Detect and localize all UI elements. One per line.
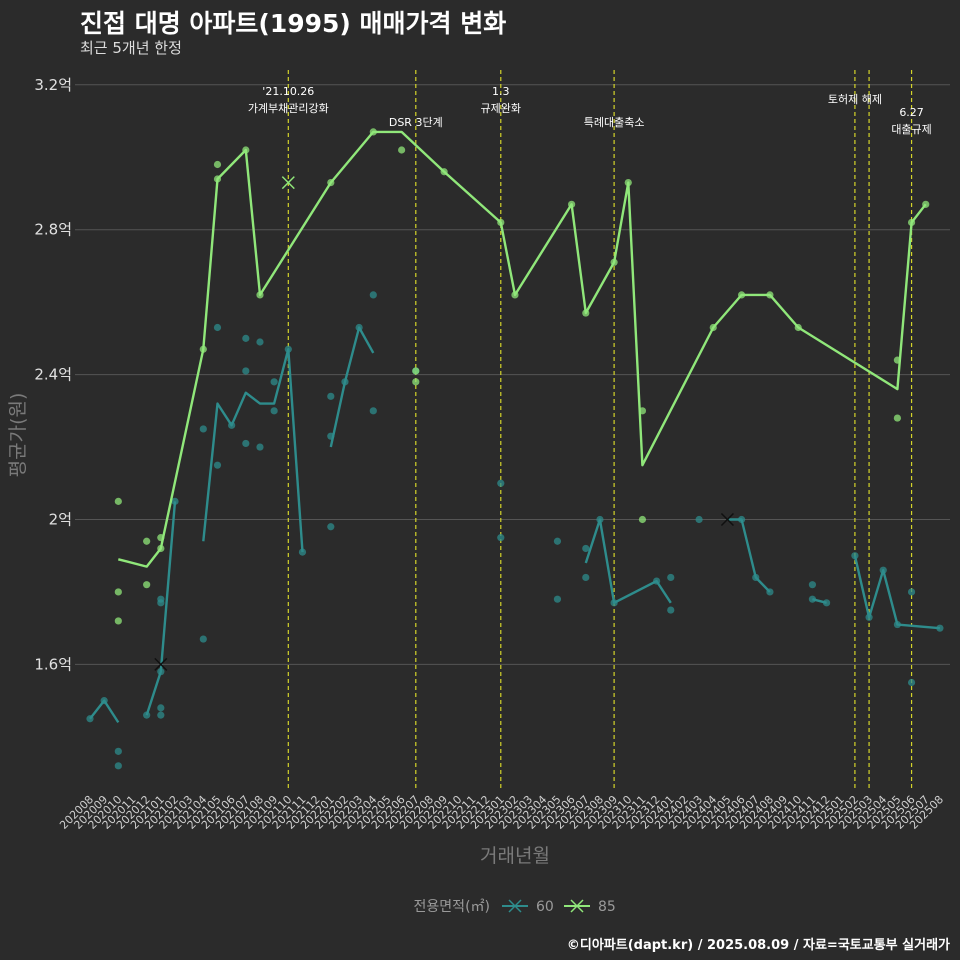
legend-label-60: 60: [536, 899, 554, 915]
y-axis-title: 평균가(원): [7, 393, 29, 478]
event-label: '21.10.26: [262, 85, 314, 98]
data-point-60: [369, 291, 377, 299]
data-point-85: [893, 414, 902, 422]
cross-marker-85: [281, 176, 295, 190]
cross-stroke: [154, 657, 168, 671]
legend-title: 전용면적(㎡): [414, 899, 490, 915]
data-point-60: [270, 378, 278, 386]
data-point-85: [114, 617, 122, 625]
data-point-60: [667, 606, 675, 614]
data-point-60: [213, 323, 222, 332]
data-point-60: [553, 537, 562, 545]
data-point-60: [497, 479, 505, 487]
cross-marker-60: [154, 657, 168, 671]
data-point-85: [412, 367, 420, 375]
series-line-60: [727, 518, 771, 593]
data-point-85: [638, 515, 647, 524]
event-label: 6.27: [899, 106, 924, 119]
cross-stroke: [720, 512, 734, 527]
x-axis-title: 거래년월: [480, 845, 550, 867]
gridlines: [75, 84, 950, 665]
data-point-60: [242, 367, 250, 375]
data-point-60: [114, 762, 122, 770]
x-tick-labels: 2020082020092020102020112020122021012021…: [57, 793, 946, 832]
data-point-85: [143, 581, 151, 589]
y-tick-labels: 1.6억 2억 2.4억 2.8억 3.2억: [34, 76, 72, 674]
data-point-60: [157, 595, 165, 603]
legend-key-cross: [508, 899, 522, 913]
y-tick-label: 2.4억: [34, 366, 72, 384]
data-point-85: [398, 146, 406, 154]
data-point-60: [256, 443, 264, 451]
data-point-60: [157, 704, 165, 712]
series-line-60: [329, 326, 375, 448]
event-label: 1.3: [492, 85, 510, 98]
series-line-60: [145, 501, 177, 716]
data-point-60: [242, 439, 250, 448]
data-point-60: [199, 425, 207, 433]
data-point-60: [157, 711, 165, 719]
cross-stroke: [281, 176, 295, 190]
series-line-60: [853, 555, 941, 630]
legend-item-60: 60: [502, 899, 554, 915]
data-point-60: [497, 534, 505, 542]
data-point-60: [171, 497, 179, 505]
data-point-60: [298, 548, 307, 556]
chart-title: 진접 대명 아파트(1995) 매매가격 변화: [80, 9, 507, 38]
data-point-60: [270, 407, 278, 415]
data-point-60: [199, 635, 207, 643]
event-label: DSR 3단계: [389, 116, 443, 129]
y-tick-label: 3.2억: [34, 76, 72, 94]
data-point-60: [369, 407, 377, 415]
data-point-60: [907, 678, 916, 687]
data-point-85: [114, 497, 122, 505]
series-line-60: [202, 348, 304, 553]
data-point-60: [242, 334, 250, 342]
data-point-60: [213, 461, 222, 469]
event-label: 규제완화: [481, 102, 521, 115]
data-point-60: [553, 595, 562, 603]
chart-subtitle: 최근 5개년 한정: [80, 39, 182, 57]
series-line-60: [89, 699, 120, 724]
data-point-60: [256, 338, 264, 346]
series-line-85: [118, 130, 927, 568]
data-point-60: [582, 544, 590, 553]
data-point-60: [907, 588, 916, 596]
series-line-60: [812, 598, 827, 604]
event-lines: [287, 70, 913, 790]
data-points: [86, 128, 944, 770]
y-tick-label: 2억: [49, 511, 72, 529]
legend-item-85: 85: [564, 899, 616, 915]
y-tick-label: 1.6억: [34, 655, 72, 673]
data-point-60: [327, 392, 335, 400]
legend-key-cross: [570, 899, 584, 913]
data-point-85: [412, 378, 420, 386]
highlight-markers: [154, 176, 734, 671]
data-point-60: [808, 581, 817, 589]
event-label: 대출규제: [891, 123, 931, 136]
data-point-60: [667, 573, 675, 582]
data-point-85: [143, 537, 151, 545]
data-point-85: [114, 588, 122, 596]
event-label: 특례대출축소: [584, 116, 645, 129]
event-label: 가계부채관리강화: [248, 102, 329, 115]
data-point-60: [695, 515, 703, 524]
legend: 전용면적(㎡) 60 85: [414, 899, 616, 915]
source-caption: ©디아파트(dapt.kr) / 2025.08.09 / 자료=국토교통부 실…: [566, 938, 950, 953]
series-lines: [89, 130, 941, 724]
data-point-60: [327, 523, 335, 531]
data-point-60: [114, 747, 122, 755]
y-tick-label: 2.8억: [34, 221, 72, 239]
data-point-60: [582, 573, 590, 582]
event-label: 토허제 해제: [828, 92, 882, 106]
legend-label-85: 85: [598, 899, 616, 915]
data-point-85: [213, 160, 222, 169]
series-line-60: [584, 518, 672, 604]
cross-marker-60: [720, 512, 734, 527]
